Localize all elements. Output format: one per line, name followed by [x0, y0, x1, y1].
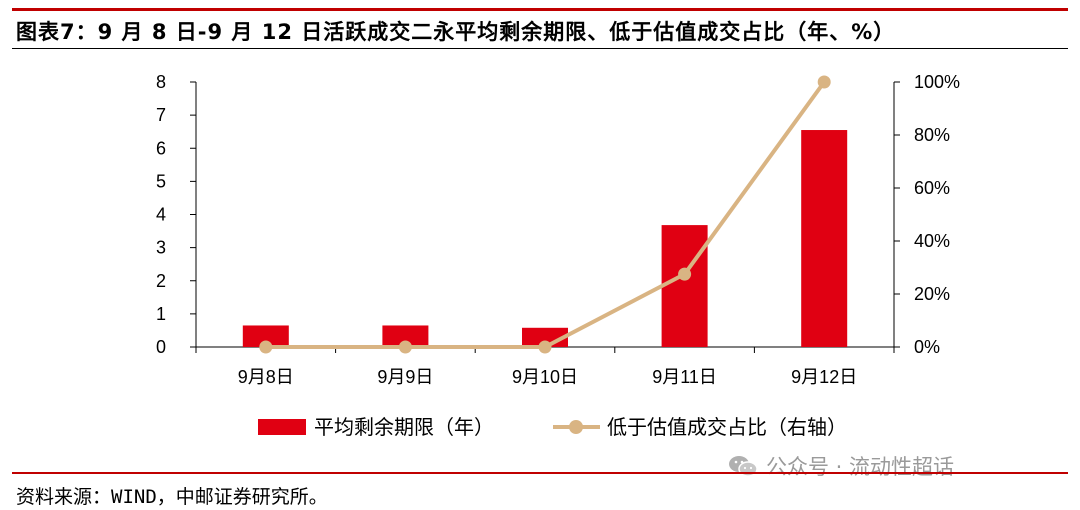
bar — [242, 325, 289, 347]
y-left-tick-label: 8 — [156, 72, 166, 92]
source-top-rule — [12, 472, 1068, 474]
y-right-tick-label: 60% — [914, 178, 950, 198]
line-point — [538, 340, 552, 354]
y-right-tick-label: 100% — [914, 72, 960, 92]
y-left-tick-label: 3 — [156, 238, 166, 258]
bar — [801, 130, 848, 347]
y-left-tick-label: 7 — [156, 105, 166, 125]
wechat-icon — [729, 456, 758, 477]
title-top-rule — [12, 8, 1068, 11]
legend-bar-label: 平均剩余期限（年） — [314, 415, 494, 439]
bar — [382, 325, 429, 347]
y-right-tick-label: 80% — [914, 125, 950, 145]
watermark-text: 公众号 · 流动性超话 — [766, 455, 955, 479]
legend-line-marker — [569, 420, 583, 434]
x-tick-label: 9月8日 — [238, 367, 294, 387]
chart-title: 图表7：9 月 8 日-9 月 12 日活跃成交二永平均剩余期限、低于估值成交占… — [16, 20, 896, 44]
title-underline — [12, 48, 1068, 49]
y-left-tick-label: 4 — [156, 205, 166, 225]
y-left-tick-label: 6 — [156, 138, 166, 158]
bar — [661, 225, 708, 347]
x-tick-label: 9月12日 — [791, 367, 857, 387]
line-point — [398, 340, 412, 354]
y-right-tick-label: 40% — [914, 231, 950, 251]
y-right-tick-label: 20% — [914, 284, 950, 304]
y-left-tick-label: 0 — [156, 337, 166, 357]
y-left-tick-label: 2 — [156, 271, 166, 291]
x-tick-label: 9月11日 — [652, 367, 717, 387]
y-left-tick-label: 5 — [156, 171, 166, 191]
legend-bar-swatch — [258, 419, 306, 435]
legend-line-label: 低于估值成交占比（右轴） — [607, 415, 847, 439]
y-left-tick-label: 1 — [156, 304, 166, 324]
x-tick-label: 9月9日 — [377, 367, 433, 387]
y-right-tick-label: 0% — [914, 337, 940, 357]
line-series — [265, 80, 826, 349]
x-tick-label: 9月10日 — [512, 367, 578, 387]
line-point — [678, 267, 692, 281]
line-point — [817, 75, 831, 89]
source-note: 资料来源：WIND，中邮证券研究所。 — [16, 486, 328, 508]
line-point — [259, 340, 273, 354]
watermark: 公众号 · 流动性超话 — [728, 451, 954, 481]
